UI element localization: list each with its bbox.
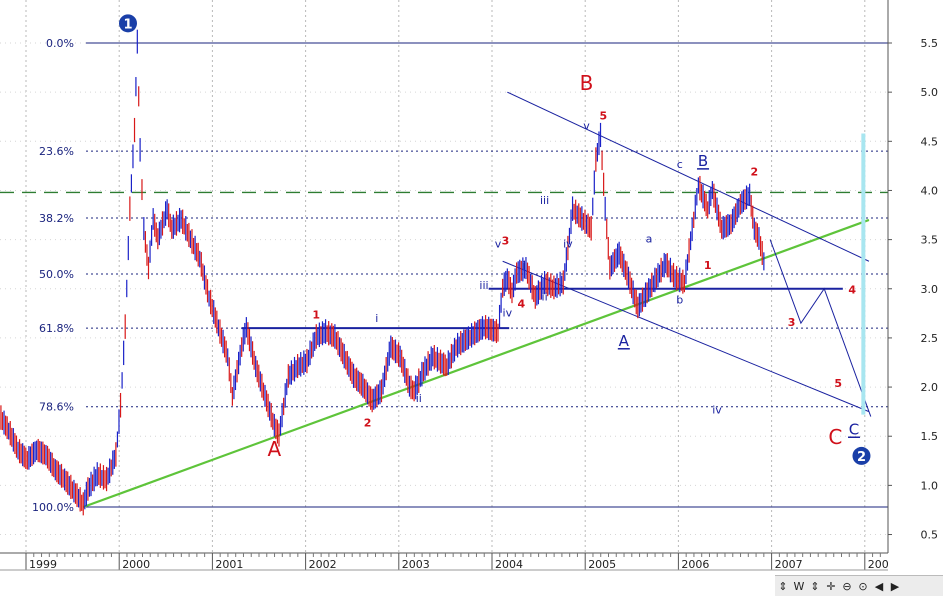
y-tick-label: 3.0	[921, 283, 939, 296]
upper-channel-line	[507, 91, 870, 262]
y-tick-label: 1.0	[921, 479, 939, 492]
x-tick-label: 2003	[402, 558, 430, 571]
wave-label: a	[646, 233, 653, 246]
trendlines-layer	[0, 91, 888, 509]
wave-label: 3	[788, 316, 796, 329]
wave-label: iv	[503, 306, 513, 319]
crosshair-icon[interactable]: ✛	[826, 579, 836, 593]
support-trendline	[82, 218, 870, 509]
wave-label: v	[495, 237, 502, 250]
wave-label: 4	[517, 297, 525, 310]
scroll-icon[interactable]: ⇕	[778, 579, 788, 593]
wave-label: A	[619, 332, 630, 350]
axes-layer: 5.5 5.0 4.5 4.0 3.5 3.0 2.5 2.0 1.5 1.0 0.5 1999 200…	[0, 0, 938, 571]
wave-label: iv	[563, 237, 573, 250]
fib-level-label: 50.0%	[39, 268, 74, 281]
x-tick-label: 2004	[495, 558, 523, 571]
y-tick-label: 1.5	[921, 430, 939, 443]
wave-circle-label: 2	[857, 450, 866, 465]
wave-label: 2	[750, 166, 758, 179]
wave-label: iii	[540, 194, 549, 207]
wave-label: i	[375, 312, 378, 325]
fib-level-label: 100.0%	[32, 501, 74, 514]
wave-label: 1	[312, 308, 320, 321]
x-tick-label: 2006	[681, 558, 709, 571]
wave-label: iii	[479, 279, 488, 292]
x-tick-label: 2002	[309, 558, 337, 571]
wave-label: ii	[542, 291, 548, 304]
wave-label: B	[698, 152, 708, 170]
wave-label: 2	[364, 416, 372, 429]
scroll-left-icon[interactable]: ◀	[874, 579, 884, 593]
wave-label: 1	[704, 259, 712, 272]
wave-label: B	[580, 71, 594, 95]
wave-label: C	[849, 420, 859, 438]
x-tick-label: 200	[868, 558, 889, 571]
w-button[interactable]: W	[793, 579, 805, 593]
zoom-out-icon[interactable]: ⊖	[842, 579, 852, 593]
fib-level-label: 61.8%	[39, 322, 74, 335]
x-tick-label: 2007	[775, 558, 803, 571]
chart-toolbar: ⇕ W ⇕ ✛ ⊖ ⊙ ◀ ▶	[775, 575, 943, 596]
fib-levels-layer: 0.0% 23.6% 38.2% 50.0% 61.8% 78.6% 100.0%	[32, 37, 888, 514]
x-tick-label: 2000	[122, 558, 150, 571]
projection-path	[769, 239, 872, 417]
fib-level-label: 78.6%	[39, 401, 74, 414]
wave-label: iv	[712, 404, 722, 417]
y-tick-label: 5.5	[921, 37, 939, 50]
y-tick-label: 0.5	[921, 529, 939, 542]
wave-label: 5	[834, 377, 842, 390]
wave-label: b	[676, 294, 683, 307]
y-tick-label: 4.5	[921, 135, 939, 148]
y-tick-label: 2.5	[921, 332, 939, 345]
x-tick-label: 2005	[588, 558, 616, 571]
x-tick-label: 1999	[29, 558, 57, 571]
price-series-layer	[0, 29, 765, 516]
y-tick-label: 5.0	[921, 86, 939, 99]
y-tick-label: 3.5	[921, 234, 939, 247]
wave-circle-marker	[852, 446, 871, 465]
fib-level-label: 38.2%	[39, 212, 74, 225]
wave-circle-marker	[118, 14, 137, 33]
fib-level-label: 0.0%	[46, 37, 74, 50]
wave-label: 5	[599, 110, 607, 123]
wave-label: c	[677, 158, 683, 171]
scroll-right-icon[interactable]: ▶	[890, 579, 900, 593]
grid-layer	[0, 0, 888, 553]
wave-label: i	[523, 259, 526, 272]
wave-label: 4	[848, 284, 856, 297]
wave-label: C	[828, 425, 842, 449]
fib-level-label: 23.6%	[39, 145, 74, 158]
y-tick-label: 2.0	[921, 381, 939, 394]
target-icon[interactable]: ⊙	[858, 579, 868, 593]
wave-label: A	[267, 437, 281, 461]
y-tick-label: 4.0	[921, 184, 939, 197]
wave-label: 3	[502, 235, 510, 248]
wave-label: ii	[416, 392, 422, 405]
zoom-icon[interactable]: ⇕	[810, 579, 820, 593]
x-tick-label: 2001	[215, 558, 243, 571]
wave-label: v	[583, 120, 590, 133]
wave-circle-label: 1	[123, 17, 132, 32]
